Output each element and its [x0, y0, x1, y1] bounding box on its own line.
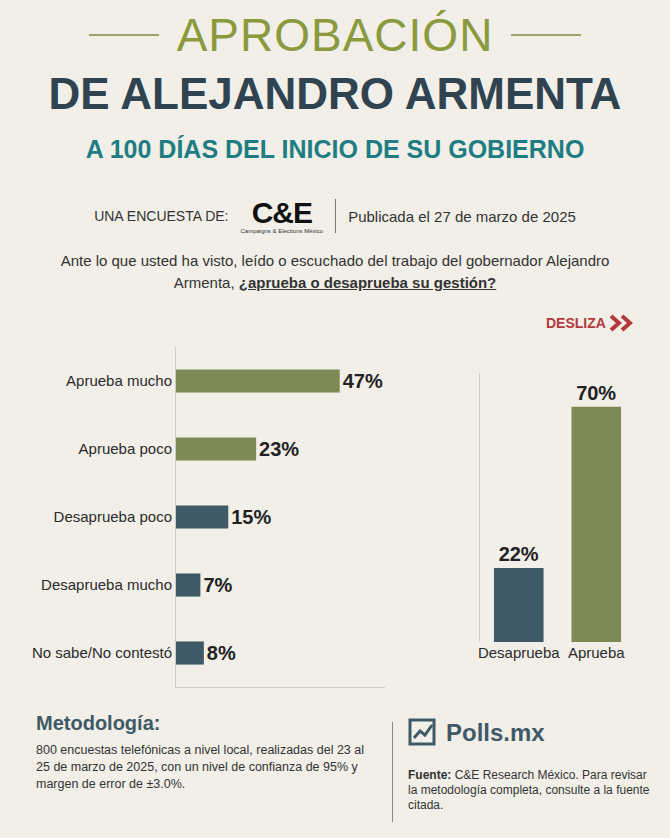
svg-text:Desaprueba: Desaprueba — [478, 644, 560, 661]
svg-text:70%: 70% — [576, 382, 616, 404]
svg-text:23%: 23% — [259, 438, 299, 460]
html-text:Metodología:: Metodología: — [36, 712, 161, 734]
html-text:C&E: C&E — [251, 196, 312, 229]
html-text:A 100 DÍAS DEL INICIO DE SU GO: A 100 DÍAS DEL INICIO DE SU GOBIERNO — [85, 135, 585, 163]
html-text:DE ALEJANDRO ARMENTA: DE ALEJANDRO ARMENTA — [48, 69, 622, 118]
svg-text:15%: 15% — [231, 506, 271, 528]
svg-text:47%: 47% — [343, 370, 383, 392]
svg-text:No sabe/No contestó: No sabe/No contestó — [32, 644, 172, 661]
html-text:800 encuestas telefónicas a ni: 800 encuestas telefónicas a nivel local,… — [36, 743, 364, 791]
html-text:Campaigns & Elections México: Campaigns & Elections México — [240, 228, 324, 234]
svg-text:Aprueba: Aprueba — [568, 644, 625, 661]
html-text:Publicada el 27 de marzo de 20: Publicada el 27 de marzo de 2025 — [348, 207, 576, 225]
svg-text:Desaprueba poco: Desaprueba poco — [54, 508, 172, 525]
html-text:Polls.mx: Polls.mx — [446, 719, 545, 746]
svg-text:22%: 22% — [499, 543, 539, 565]
svg-text:Aprueba mucho: Aprueba mucho — [66, 372, 172, 389]
html-text:Fuente: C&E Research México. P: Fuente: C&E Research México. Para revisa… — [408, 768, 650, 812]
html-text:UNA ENCUESTA DE:: UNA ENCUESTA DE: — [94, 208, 229, 224]
svg-text:Desaprueba mucho: Desaprueba mucho — [41, 576, 172, 593]
svg-text:Aprueba poco: Aprueba poco — [79, 440, 172, 457]
svg-text:7%: 7% — [203, 574, 232, 596]
html-text:Ante lo que usted ha visto, le: Ante lo que usted ha visto, leído o escu… — [60, 252, 610, 291]
html-text:DESLIZA: DESLIZA — [546, 315, 606, 331]
html-text:APROBACIÓN: APROBACIÓN — [176, 9, 494, 61]
svg-text:8%: 8% — [207, 642, 236, 664]
